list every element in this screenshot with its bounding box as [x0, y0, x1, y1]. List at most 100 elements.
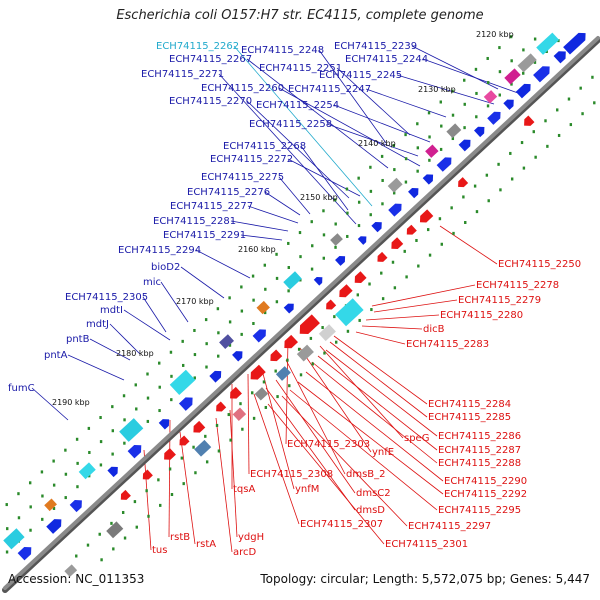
tick-dot — [287, 266, 290, 270]
gene-label[interactable]: ECH74115_2290 — [444, 476, 527, 487]
gene-label[interactable]: ECH74115_2308 — [250, 469, 333, 480]
gene-label[interactable]: mdtJ — [86, 319, 109, 330]
gene-feature-box — [536, 32, 560, 55]
gene-label[interactable]: ECH74115_2297 — [408, 521, 491, 532]
gene-label[interactable]: ECH74115_2286 — [438, 431, 521, 442]
tick-dot — [40, 470, 44, 474]
gene-label[interactable]: ECH74115_2284 — [428, 399, 511, 410]
gene-label[interactable]: ECH74115_2280 — [440, 310, 523, 321]
label-leader-line — [267, 403, 385, 545]
tick-dot — [404, 180, 408, 184]
tick-dot — [287, 289, 290, 293]
gene-feature-box — [64, 564, 78, 577]
gene-label[interactable]: ECH74115_2285 — [428, 412, 511, 423]
tick-dot — [76, 485, 79, 489]
tick-dot — [520, 141, 524, 145]
gene-label[interactable]: fumC — [8, 383, 35, 394]
gene-feature-box — [219, 334, 235, 349]
gene-feature-box — [232, 407, 247, 421]
tick-dot — [546, 144, 549, 148]
gene-label[interactable]: ECH74115_2245 — [319, 70, 402, 81]
gene-label[interactable]: ECH74115_2278 — [476, 280, 559, 291]
gene-label[interactable]: ECH74115_2287 — [438, 445, 521, 456]
gene-label[interactable]: ECH74115_2277 — [170, 201, 253, 212]
gene-label[interactable]: ECH74115_2276 — [187, 187, 270, 198]
tick-dot — [158, 385, 161, 389]
gene-label[interactable]: ECH74115_2254 — [256, 100, 339, 111]
gene-label[interactable]: ECH74115_2270 — [169, 96, 252, 107]
gene-label[interactable]: ECH74115_2262 — [156, 41, 239, 52]
tick-dot — [311, 362, 314, 366]
gene-label[interactable]: pntA — [44, 350, 68, 361]
gene-label[interactable]: ECH74115_2301 — [385, 539, 468, 550]
gene-feature-box — [254, 387, 269, 401]
gene-label[interactable]: dmsD — [356, 505, 385, 516]
gene-label[interactable]: ECH74115_2239 — [334, 41, 417, 52]
gene-label[interactable]: pntB — [66, 334, 90, 345]
tick-dot — [356, 293, 360, 297]
gene-label[interactable]: ECH74115_2247 — [288, 84, 371, 95]
gene-label[interactable]: dmsC2 — [356, 488, 391, 499]
label-leader-line — [396, 74, 495, 105]
gene-label[interactable]: ECH74115_2295 — [438, 505, 521, 516]
gene-label[interactable]: ECH74115_2272 — [210, 154, 293, 165]
gene-label[interactable]: ECH74115_2244 — [345, 54, 428, 65]
gene-label[interactable]: dmsB_2 — [346, 469, 386, 480]
gene-label[interactable]: ECH74115_2279 — [458, 295, 541, 306]
tick-dot — [252, 416, 256, 420]
tick-dot — [346, 329, 350, 333]
tick-dot — [100, 558, 103, 562]
tick-dot — [487, 81, 490, 85]
gene-label[interactable]: ECH74115_2251 — [259, 63, 342, 74]
tick-dot — [404, 157, 408, 161]
tick-dot — [159, 503, 162, 507]
tick-dot — [557, 39, 560, 43]
gene-label[interactable]: ECH74115_2267 — [169, 54, 252, 65]
tick-dot — [510, 82, 513, 86]
gene-label[interactable]: bioD2 — [151, 262, 180, 273]
tick-dot — [357, 200, 361, 204]
gene-label[interactable]: mdtI — [100, 305, 123, 316]
tick-dot — [499, 188, 502, 192]
tick-dot — [427, 111, 431, 115]
gene-label[interactable]: ECH74115_2271 — [141, 69, 224, 80]
reverse-gene-arrow — [391, 237, 404, 249]
gene-label[interactable]: rstB — [170, 532, 190, 543]
gene-label[interactable]: ynfM — [295, 484, 319, 495]
tick-dot — [193, 353, 197, 357]
gene-label[interactable]: ECH74115_2248 — [241, 45, 324, 56]
gene-label[interactable]: ECH74115_2281 — [153, 216, 236, 227]
gene-label[interactable]: ECH74115_2250 — [498, 259, 581, 270]
forward-gene-arrow — [533, 66, 550, 83]
gene-label[interactable]: ECH74115_2288 — [438, 458, 521, 469]
gene-label[interactable]: ECH74115_2283 — [406, 339, 489, 350]
gene-label[interactable]: ECH74115_2260 — [201, 83, 284, 94]
gene-label[interactable]: ECH74115_2275 — [201, 172, 284, 183]
tick-dot — [263, 263, 267, 267]
tick-dot — [426, 228, 430, 232]
gene-label[interactable]: dicB — [423, 324, 445, 335]
gene-label[interactable]: arcD — [233, 547, 257, 558]
gene-label[interactable]: ydgH — [238, 532, 264, 543]
gene-label[interactable]: tqsA — [233, 484, 255, 495]
tick-dot — [579, 86, 582, 90]
gene-feature-box — [169, 369, 196, 396]
gene-label[interactable]: rstA — [196, 539, 216, 550]
gene-label[interactable]: mic — [143, 277, 161, 288]
gene-label[interactable]: ECH74115_2305 — [65, 292, 148, 303]
gene-label[interactable]: tus — [152, 545, 167, 556]
kbp-tick-label: 2180 kbp — [116, 349, 154, 358]
gene-label[interactable]: ECH74115_2268 — [223, 141, 306, 152]
gene-label[interactable]: ECH74115_2303 — [287, 439, 370, 450]
gene-label[interactable]: ynfE — [372, 447, 394, 458]
gene-label[interactable]: speG — [404, 433, 429, 444]
gene-label[interactable]: ECH74115_2291 — [163, 230, 246, 241]
gene-label[interactable]: ECH74115_2307 — [300, 519, 383, 530]
label-leader-line — [230, 220, 289, 232]
label-leader-line — [67, 354, 125, 381]
gene-label[interactable]: ECH74115_2292 — [444, 489, 527, 500]
gene-feature-box — [283, 271, 302, 290]
tick-dot — [52, 483, 56, 487]
gene-label[interactable]: ECH74115_2294 — [118, 245, 201, 256]
gene-label[interactable]: ECH74115_2258 — [249, 119, 332, 130]
